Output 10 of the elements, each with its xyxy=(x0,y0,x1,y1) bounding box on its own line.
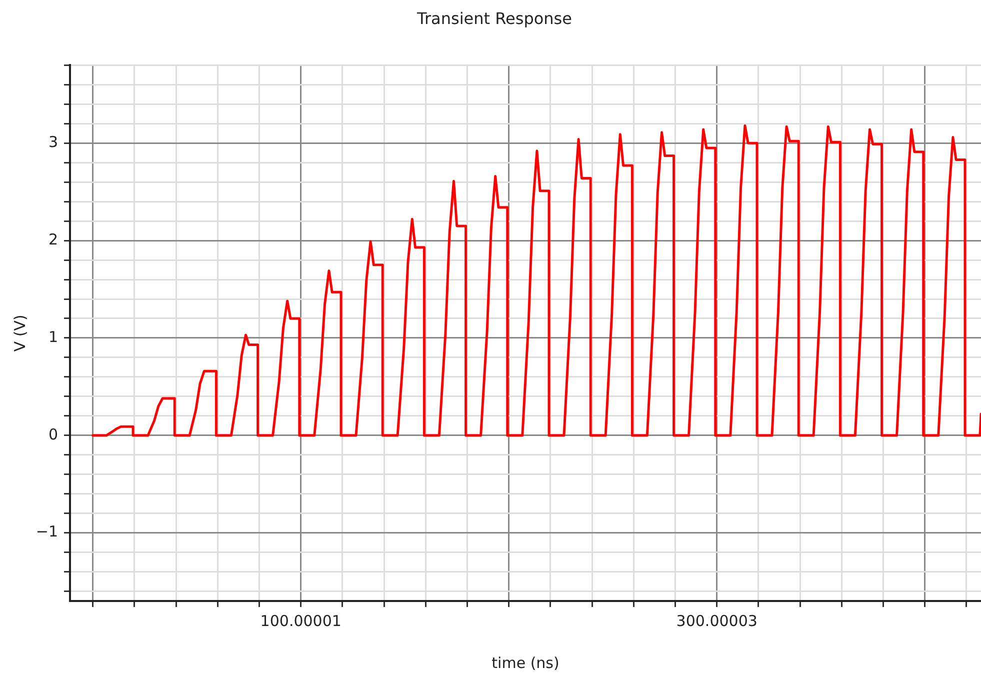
x-axis-title: time (ns) xyxy=(492,654,560,672)
y-tick-label: −1 xyxy=(36,522,58,541)
x-tick-label: 100.00001 xyxy=(260,612,342,630)
y-axis-title: V (V) xyxy=(10,314,29,352)
y-tick-label: 1 xyxy=(48,328,58,346)
x-tick-label: 300.00003 xyxy=(676,612,758,630)
chart-title: Transient Response xyxy=(416,8,572,28)
y-tick-label: 2 xyxy=(48,230,58,248)
y-tick-label: 0 xyxy=(48,425,58,444)
y-tick-label: 3 xyxy=(48,133,58,152)
